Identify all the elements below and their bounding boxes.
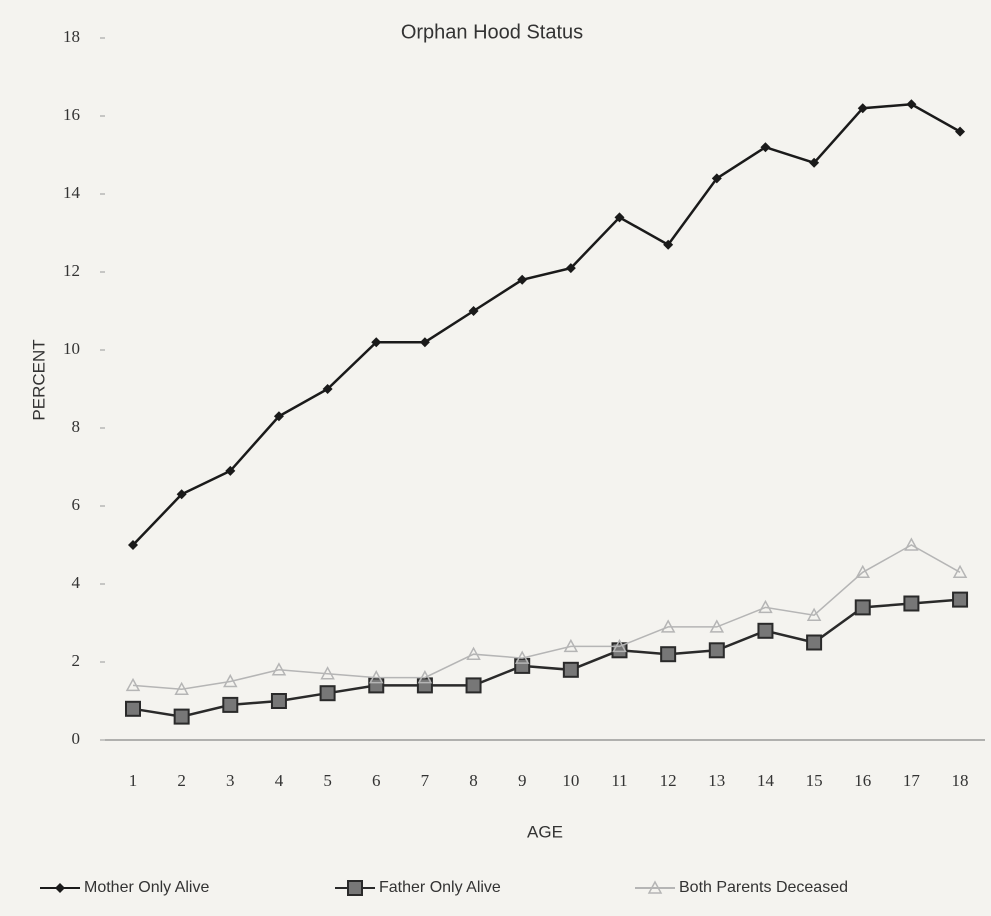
y-tick-label: 8 xyxy=(72,417,81,436)
point xyxy=(663,239,674,250)
legend-label: Both Parents Deceased xyxy=(679,879,848,896)
point xyxy=(273,411,284,422)
point xyxy=(466,646,481,660)
x-tick-label: 8 xyxy=(469,771,478,790)
point xyxy=(174,681,189,696)
point xyxy=(612,638,627,653)
point xyxy=(468,306,479,316)
point xyxy=(222,696,239,713)
point xyxy=(660,646,677,663)
point xyxy=(806,634,823,651)
legend-label: Father Only Alive xyxy=(379,879,501,896)
y-tick-label: 16 xyxy=(63,105,80,124)
y-tick-label: 10 xyxy=(63,339,80,358)
point xyxy=(125,677,141,692)
point xyxy=(176,489,187,500)
series-line xyxy=(132,544,961,691)
point xyxy=(128,540,138,550)
x-tick-label: 3 xyxy=(226,771,235,790)
point xyxy=(854,599,871,616)
x-tick-label: 14 xyxy=(757,771,775,790)
point xyxy=(952,591,969,608)
point xyxy=(660,619,676,633)
point xyxy=(952,564,968,579)
chart-title: Orphan Hood Status xyxy=(401,21,583,43)
x-tick-label: 4 xyxy=(275,771,284,790)
y-tick-label: 4 xyxy=(72,573,81,592)
x-tick-label: 18 xyxy=(952,771,969,790)
point xyxy=(709,619,725,633)
point xyxy=(955,126,966,137)
x-tick-label: 7 xyxy=(421,771,430,790)
point xyxy=(368,670,384,684)
point xyxy=(757,622,774,639)
x-tick-label: 17 xyxy=(903,771,921,790)
point xyxy=(565,263,576,274)
point xyxy=(173,708,190,725)
point xyxy=(857,103,868,114)
point xyxy=(514,650,530,664)
point xyxy=(225,465,236,476)
point xyxy=(562,661,579,678)
y-tick-label: 2 xyxy=(72,651,81,670)
point xyxy=(614,212,625,223)
x-tick-label: 9 xyxy=(518,771,527,790)
legend-label: Mother Only Alive xyxy=(84,879,209,896)
series-line xyxy=(132,598,961,718)
point xyxy=(758,599,773,614)
series-line xyxy=(132,103,961,546)
point xyxy=(223,673,238,688)
legend-marker xyxy=(647,880,663,894)
x-tick-label: 15 xyxy=(806,771,823,790)
point xyxy=(904,537,919,551)
y-axis-label: PERCENT xyxy=(29,339,48,420)
legend-marker xyxy=(347,880,363,896)
y-tick-label: 6 xyxy=(72,495,81,514)
legend-marker xyxy=(55,883,65,893)
y-tick-label: 14 xyxy=(63,183,81,202)
point xyxy=(417,670,433,684)
x-tick-label: 5 xyxy=(323,771,332,790)
point xyxy=(855,564,871,579)
x-tick-label: 10 xyxy=(562,771,579,790)
x-tick-label: 6 xyxy=(372,771,381,790)
point xyxy=(320,666,335,680)
point xyxy=(809,157,820,168)
x-tick-label: 12 xyxy=(660,771,677,790)
point xyxy=(903,595,920,612)
point xyxy=(906,99,917,110)
x-tick-label: 13 xyxy=(708,771,725,790)
point xyxy=(319,685,336,702)
point xyxy=(465,677,482,694)
point xyxy=(711,173,722,184)
point xyxy=(322,384,333,394)
x-tick-label: 2 xyxy=(177,771,186,790)
point xyxy=(563,638,579,653)
point xyxy=(708,642,725,659)
point xyxy=(760,142,771,153)
point xyxy=(419,337,430,348)
y-tick-label: 18 xyxy=(63,27,80,46)
x-axis-label: AGE xyxy=(527,822,563,841)
point xyxy=(270,693,287,709)
x-tick-label: 16 xyxy=(854,771,871,790)
y-tick-label: 12 xyxy=(63,261,80,280)
point xyxy=(517,274,528,285)
point xyxy=(125,700,141,717)
point xyxy=(271,662,287,676)
point xyxy=(806,607,822,621)
y-tick-label: 0 xyxy=(72,729,81,748)
point xyxy=(371,337,382,348)
x-tick-label: 11 xyxy=(611,771,627,790)
x-tick-label: 1 xyxy=(129,771,138,790)
